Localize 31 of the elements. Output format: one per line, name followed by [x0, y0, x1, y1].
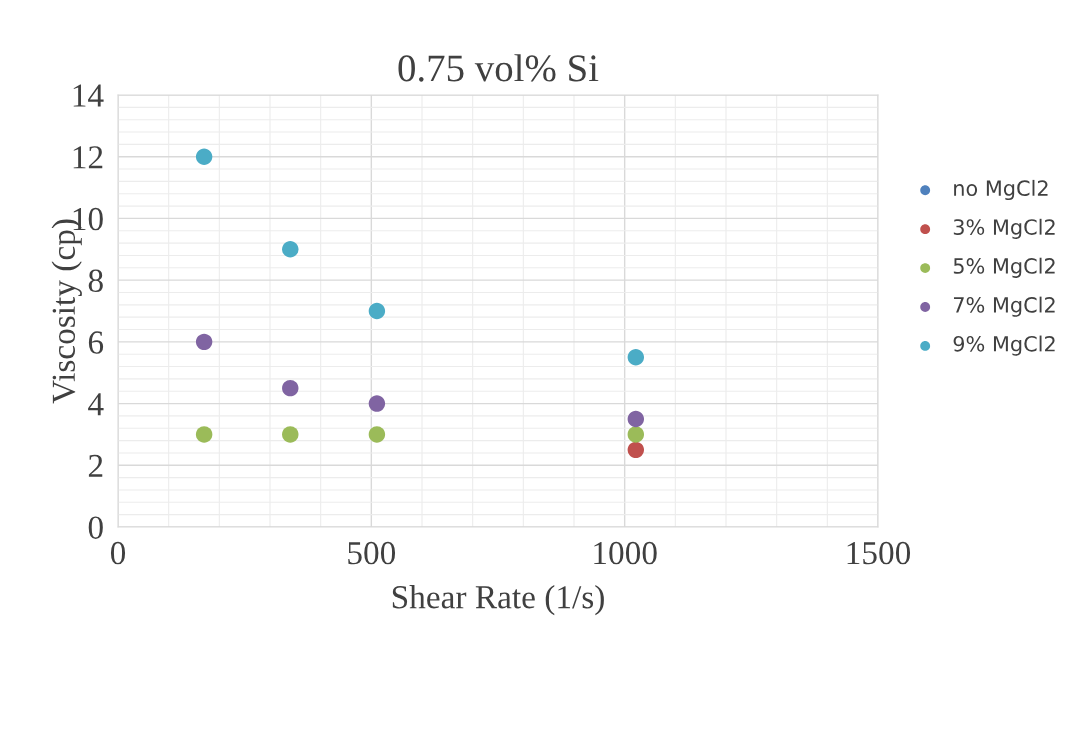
point — [195, 148, 213, 165]
legend-label: no MgCl2 — [954, 179, 1048, 201]
legend-label: 7% MgCl2 — [953, 296, 1055, 317]
x-axis-title: Shear Rate (1/s) — [392, 585, 604, 616]
point — [368, 426, 386, 443]
point — [282, 241, 299, 258]
point — [282, 379, 299, 397]
y-tick-label: 12 — [73, 146, 103, 169]
x-tick-label: 0 — [110, 541, 126, 565]
y-tick-label: 4 — [88, 393, 104, 416]
legend-label: 3% MgCl2 — [953, 218, 1055, 239]
y-tick-label: 14 — [73, 84, 104, 107]
x-tick-label: 500 — [348, 541, 396, 565]
point — [368, 395, 386, 412]
y-tick-label: 2 — [88, 454, 103, 477]
point — [368, 302, 386, 320]
legend-label: 5% MgCl2 — [953, 257, 1055, 278]
x-tick-label: 1000 — [594, 541, 657, 565]
point — [627, 410, 645, 428]
y-tick-label: 0 — [88, 516, 103, 539]
y-tick-label: 6 — [88, 331, 104, 354]
point — [627, 426, 645, 443]
y-tick-label: 8 — [88, 269, 103, 293]
chart-title: 0.75 vol% Si — [398, 54, 599, 82]
point — [195, 426, 213, 443]
point — [627, 349, 645, 366]
point — [195, 333, 213, 351]
point — [282, 426, 299, 443]
legend-label: 9% MgCl2 — [953, 335, 1055, 356]
x-tick-label: 1500 — [847, 541, 911, 565]
point — [627, 441, 645, 459]
